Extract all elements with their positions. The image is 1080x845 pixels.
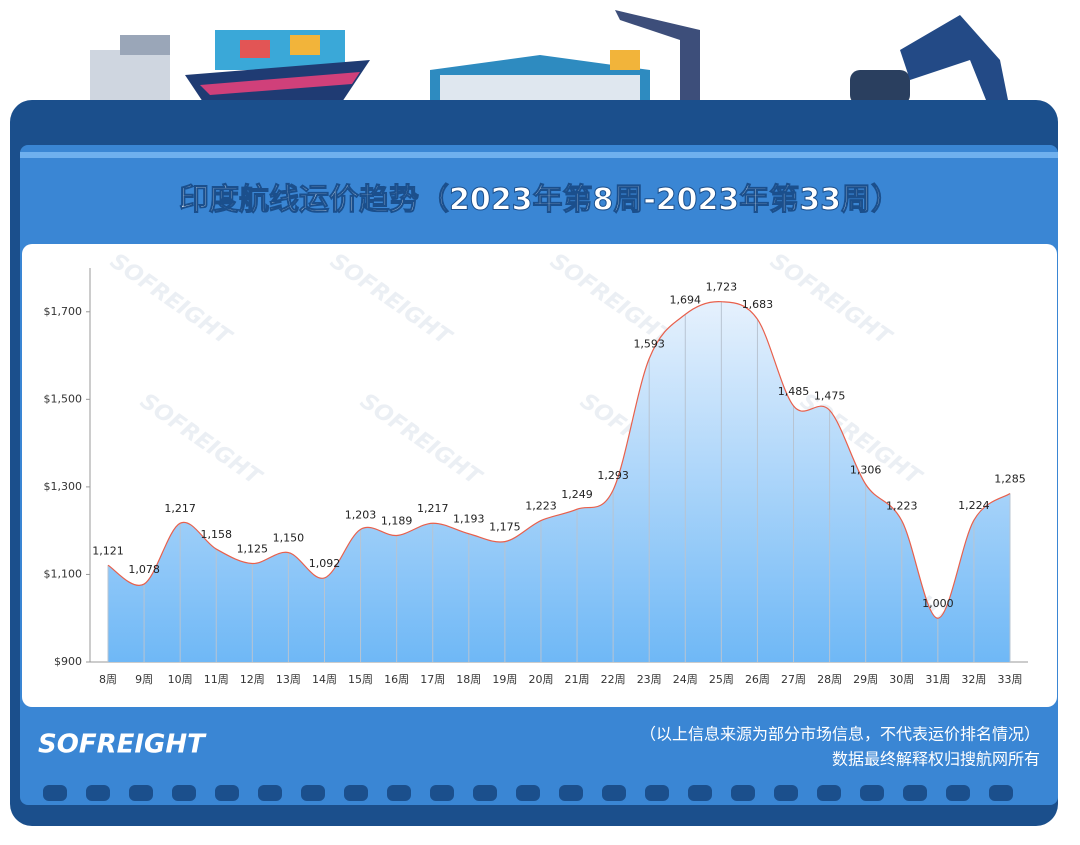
- data-label: 1,217: [417, 502, 449, 515]
- data-label: 1,694: [670, 293, 702, 306]
- plot: $900 $1,100 $1,300 $1,500 $1,700 8周 9周 10周 11周 12…: [44, 268, 1028, 686]
- x-tick-label: 13周: [276, 673, 301, 686]
- data-label: 1,125: [237, 543, 269, 556]
- data-label: 1,193: [453, 513, 485, 526]
- x-tick-label: 31周: [925, 673, 950, 686]
- data-label: 1,723: [706, 281, 738, 294]
- hole: [344, 785, 368, 801]
- x-tick-label: 8周: [99, 673, 117, 686]
- x-tick-label: 33周: [998, 673, 1023, 686]
- data-label: 1,293: [597, 469, 629, 482]
- data-label: 1,175: [489, 521, 521, 534]
- x-tick-label: 17周: [420, 673, 445, 686]
- x-tick-label: 24周: [673, 673, 698, 686]
- hole: [387, 785, 411, 801]
- data-label: 1,249: [561, 488, 593, 501]
- x-tick-label: 28周: [817, 673, 842, 686]
- hole: [817, 785, 841, 801]
- data-label: 1,306: [850, 463, 882, 476]
- logo: SOFREIGHT: [38, 730, 207, 760]
- data-label: 1,150: [273, 532, 305, 545]
- data-label: 1,223: [886, 500, 918, 513]
- x-tick-label: 11周: [204, 673, 229, 686]
- data-label: 1,000: [922, 597, 954, 610]
- hole: [602, 785, 626, 801]
- footer-note: （以上信息来源为部分市场信息，不代表运价排名情况）: [640, 725, 1040, 744]
- x-tick-label: 21周: [565, 673, 590, 686]
- data-label: 1,593: [633, 338, 665, 351]
- area: [108, 301, 1010, 662]
- data-label: 1,189: [381, 514, 413, 527]
- y-tick-label: $1,700: [44, 305, 83, 318]
- data-label: 1,158: [200, 528, 232, 541]
- hole: [559, 785, 583, 801]
- decoration: [90, 10, 1010, 110]
- y-tick-label: $1,300: [44, 480, 83, 493]
- y-tick-label: $1,500: [44, 392, 83, 405]
- x-tick-label: 23周: [637, 673, 662, 686]
- hole: [43, 785, 67, 801]
- x-tick-label: 27周: [781, 673, 806, 686]
- data-label: 1,217: [164, 502, 196, 515]
- hole: [989, 785, 1013, 801]
- data-label: 1,078: [128, 563, 160, 576]
- hole: [258, 785, 282, 801]
- data-label: 1,683: [742, 298, 774, 311]
- y-tick-label: $900: [54, 655, 82, 668]
- holes: [43, 785, 1013, 801]
- x-tick-label: 29周: [853, 673, 878, 686]
- data-label: 1,203: [345, 508, 377, 521]
- x-tick-label: 10周: [168, 673, 193, 686]
- hole: [860, 785, 884, 801]
- hole: [688, 785, 712, 801]
- y-tick-label: $1,100: [44, 567, 83, 580]
- x-tick-label: 26周: [745, 673, 770, 686]
- hole: [946, 785, 970, 801]
- hole: [172, 785, 196, 801]
- data-label: 1,224: [958, 499, 990, 512]
- hole: [215, 785, 239, 801]
- x-tick-label: 16周: [384, 673, 409, 686]
- x-tick-label: 22周: [601, 673, 626, 686]
- x-tick-label: 32周: [961, 673, 986, 686]
- x-tick-label: 20周: [528, 673, 553, 686]
- line: [107, 301, 1011, 619]
- x-tick-label: 30周: [889, 673, 914, 686]
- data-label: 1,485: [778, 385, 810, 398]
- data-label: 1,223: [525, 500, 557, 513]
- hole: [86, 785, 110, 801]
- hole: [430, 785, 454, 801]
- x-tick-label: 9周: [135, 673, 153, 686]
- data-label: 1,092: [309, 557, 341, 570]
- divider: [20, 152, 1058, 158]
- hole: [301, 785, 325, 801]
- x-tick-label: 15周: [348, 673, 373, 686]
- hole: [903, 785, 927, 801]
- x-tick-label: 12周: [240, 673, 265, 686]
- hole: [774, 785, 798, 801]
- hole: [645, 785, 669, 801]
- chart-title: 印度航线运价趋势（2023年第8周-2023年第33周）: [179, 183, 901, 218]
- hole: [129, 785, 153, 801]
- data-label: 1,121: [92, 544, 124, 557]
- x-tick-label: 19周: [492, 673, 517, 686]
- x-tick-label: 14周: [312, 673, 337, 686]
- hole: [731, 785, 755, 801]
- hole: [473, 785, 497, 801]
- hole: [516, 785, 540, 801]
- footer-rights: 数据最终解释权归搜航网所有: [832, 750, 1040, 769]
- x-tick-label: 25周: [709, 673, 734, 686]
- x-tick-label: 18周: [456, 673, 481, 686]
- data-label: 1,475: [814, 389, 846, 402]
- data-label: 1,285: [994, 472, 1026, 485]
